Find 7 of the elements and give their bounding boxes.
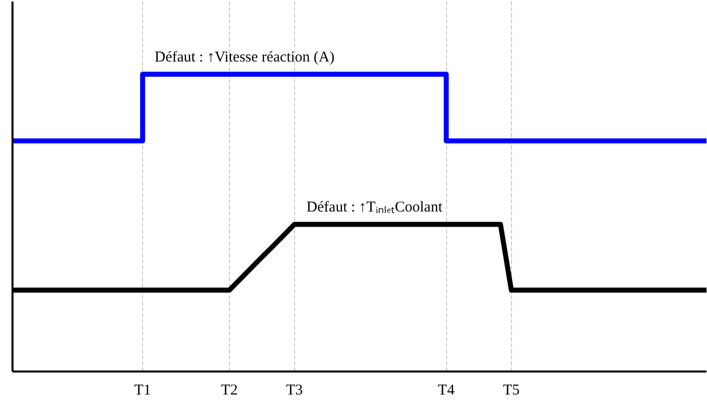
annotation: Défaut : ↑Vitesse réaction (A): [154, 49, 334, 66]
x-tick-label: T3: [286, 382, 303, 398]
annotation: Défaut : ↑TᵢₙₗₑₜCoolant: [306, 199, 444, 216]
x-tick-label: T1: [134, 382, 151, 398]
x-tick-label: T2: [221, 382, 238, 398]
x-tick-label: T5: [502, 382, 520, 398]
x-tick-label: T4: [438, 382, 456, 398]
